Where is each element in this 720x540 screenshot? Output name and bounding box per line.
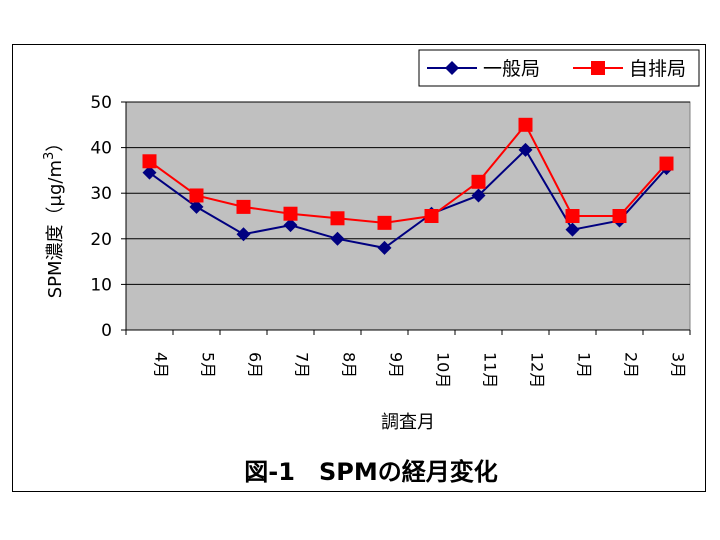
y-axis-label-main: SPM濃度（μg/m xyxy=(45,160,66,298)
x-tick-labels: 4月 5月 6月 7月 8月 9月 10月 11月 12月 1月 2月 3月 xyxy=(152,352,688,388)
x-tick-label: 6月 xyxy=(246,352,265,378)
data-point xyxy=(518,117,533,132)
y-tick-label: 10 xyxy=(90,275,112,295)
series-2 xyxy=(142,117,674,230)
series-line xyxy=(148,148,668,249)
y-axis-label-sup: 3 xyxy=(42,152,57,160)
data-point xyxy=(424,209,439,223)
data-point xyxy=(142,165,157,180)
y-tick-labels: 0 10 20 30 40 50 xyxy=(90,93,112,341)
data-point xyxy=(189,199,204,214)
data-series xyxy=(142,117,674,255)
chart-title: 図-1 SPMの経月変化 xyxy=(244,458,497,486)
data-point xyxy=(236,227,251,242)
x-tick-label: 8月 xyxy=(340,352,359,378)
y-axis-label-close: ） xyxy=(45,134,66,152)
data-point xyxy=(471,174,486,189)
data-point xyxy=(377,215,392,230)
series-line xyxy=(148,122,668,224)
y-tick-label: 30 xyxy=(90,184,112,204)
data-point xyxy=(283,206,298,221)
data-point xyxy=(565,209,580,223)
data-point xyxy=(189,188,204,203)
y-tick-label: 50 xyxy=(90,93,112,113)
chart-frame: 0 10 20 30 40 50 4月 5月 6月 7月 8月 9月 10月 11月 12月 1月 2月 3月 … xyxy=(12,44,706,492)
legend-marker-series-2 xyxy=(591,61,605,75)
data-point xyxy=(236,199,251,214)
x-tick-label: 9月 xyxy=(387,352,406,378)
data-point xyxy=(471,188,486,203)
data-point xyxy=(565,222,580,237)
legend-entry-series-2: 自排局 xyxy=(573,58,686,80)
data-point xyxy=(518,142,533,157)
grid-lines xyxy=(121,101,691,335)
x-tick-label: 4月 xyxy=(152,352,171,378)
data-point xyxy=(283,218,298,233)
legend-label-series-2: 自排局 xyxy=(629,58,686,80)
x-tick-label: 10月 xyxy=(434,352,453,388)
legend-entry-series-1: 一般局 xyxy=(427,58,540,80)
legend-marker-series-1 xyxy=(445,61,459,75)
y-tick-label: 20 xyxy=(90,230,112,250)
x-tick-label: 7月 xyxy=(293,352,312,378)
x-tick-label: 12月 xyxy=(528,352,547,388)
data-point xyxy=(330,231,345,246)
data-point xyxy=(612,209,627,223)
data-point xyxy=(142,154,157,169)
legend-label-series-1: 一般局 xyxy=(483,58,540,80)
x-tick-label: 3月 xyxy=(669,352,688,378)
legend: 一般局 自排局 xyxy=(418,49,700,87)
data-point xyxy=(659,156,674,171)
data-point xyxy=(377,240,392,255)
y-tick-label: 40 xyxy=(90,139,112,159)
x-tick-label: 5月 xyxy=(199,352,218,378)
x-tick-label: 2月 xyxy=(622,352,641,378)
data-point xyxy=(330,211,345,226)
x-tick-label: 11月 xyxy=(481,352,500,388)
x-tick-label: 1月 xyxy=(575,352,594,378)
x-axis-label: 調査月 xyxy=(381,412,435,433)
y-tick-label: 0 xyxy=(101,321,112,341)
y-axis-label: SPM濃度（μg/m3） xyxy=(42,134,66,299)
